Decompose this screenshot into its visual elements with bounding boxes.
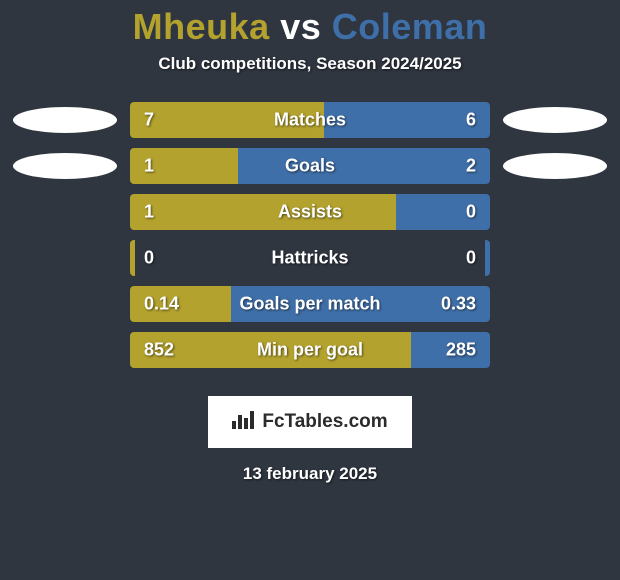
stat-value-left: 0.14 [144, 294, 179, 315]
logo-slot-right [490, 102, 620, 138]
stat-value-left: 1 [144, 202, 154, 223]
title-vs: vs [280, 6, 321, 47]
stat-value-left: 0 [144, 248, 154, 269]
logo-slot-right [490, 194, 620, 230]
title-player-left: Mheuka [133, 6, 270, 47]
stat-bar: 0.14 Goals per match 0.33 [130, 286, 490, 322]
title-player-right: Coleman [332, 6, 488, 47]
bar-segment-left [130, 194, 396, 230]
logo-slot-right [490, 148, 620, 184]
stat-label: Matches [274, 110, 346, 131]
stat-value-right: 285 [446, 340, 476, 361]
stat-label: Goals [285, 156, 335, 177]
logo-slot-left [0, 102, 130, 138]
metric-row: 7 Matches 6 [0, 102, 620, 138]
stat-bar: 0 Hattricks 0 [130, 240, 490, 276]
stat-label: Hattricks [271, 248, 348, 269]
stat-value-right: 0 [466, 202, 476, 223]
logo-slot-right [490, 332, 620, 368]
club-logo-left [13, 107, 117, 133]
bar-segment-left [130, 240, 135, 276]
metric-row: 852 Min per goal 285 [0, 332, 620, 368]
logo-slot-right [490, 286, 620, 322]
stat-label: Goals per match [239, 294, 380, 315]
metric-row: 0 Hattricks 0 [0, 240, 620, 276]
club-logo-left [13, 153, 117, 179]
stat-bar: 7 Matches 6 [130, 102, 490, 138]
comparison-card: Mheuka vs Coleman Club competitions, Sea… [0, 0, 620, 580]
stat-value-right: 2 [466, 156, 476, 177]
stat-value-left: 852 [144, 340, 174, 361]
logo-slot-left [0, 148, 130, 184]
logo-slot-left [0, 286, 130, 322]
stat-value-left: 1 [144, 156, 154, 177]
stat-value-right: 6 [466, 110, 476, 131]
bar-segment-right [238, 148, 490, 184]
bar-segment-right [485, 240, 490, 276]
brand-text: FcTables.com [262, 411, 387, 433]
stat-label: Assists [278, 202, 342, 223]
metrics-list: 7 Matches 6 1 Goals 2 1 Assists 0 0 Hattricks 0 0.14… [0, 102, 620, 378]
date-label: 13 february 2025 [243, 464, 377, 484]
logo-slot-right [490, 240, 620, 276]
stat-label: Min per goal [257, 340, 363, 361]
stat-value-left: 7 [144, 110, 154, 131]
subtitle: Club competitions, Season 2024/2025 [158, 54, 461, 74]
stat-bar: 1 Assists 0 [130, 194, 490, 230]
club-logo-right [503, 107, 607, 133]
metric-row: 1 Goals 2 [0, 148, 620, 184]
logo-slot-left [0, 194, 130, 230]
stat-bar: 852 Min per goal 285 [130, 332, 490, 368]
page-title: Mheuka vs Coleman [133, 6, 488, 48]
logo-slot-left [0, 240, 130, 276]
stat-value-right: 0 [466, 248, 476, 269]
logo-slot-left [0, 332, 130, 368]
bar-chart-icon [232, 411, 254, 434]
stat-value-right: 0.33 [441, 294, 476, 315]
brand-badge: FcTables.com [208, 396, 412, 448]
metric-row: 1 Assists 0 [0, 194, 620, 230]
metric-row: 0.14 Goals per match 0.33 [0, 286, 620, 322]
club-logo-right [503, 153, 607, 179]
stat-bar: 1 Goals 2 [130, 148, 490, 184]
